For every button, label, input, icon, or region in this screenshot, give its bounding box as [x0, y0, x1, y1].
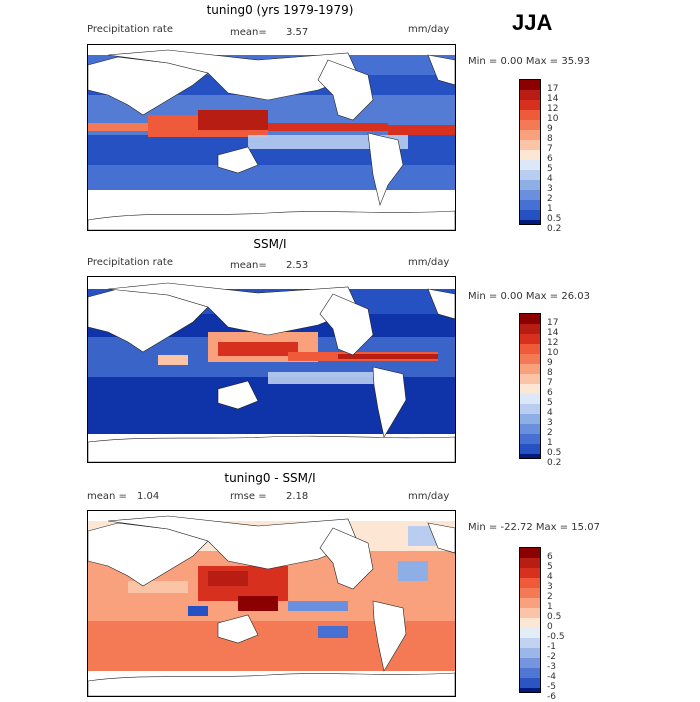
colorbar-tick: 9: [547, 358, 553, 368]
mean-label-model: mean=: [230, 27, 267, 38]
minmax-model: Min = 0.00 Max = 35.93: [468, 56, 590, 67]
colorbar-tick: 2: [547, 428, 553, 438]
colorbar-tick: 2: [547, 592, 553, 602]
colorbar-tick: 6: [547, 388, 553, 398]
mean-value-obs: 2.53: [286, 260, 309, 271]
colorbar-tick: 1: [547, 204, 553, 214]
colorbar-tick: 8: [547, 368, 553, 378]
colorbar-tick: 0.5: [547, 612, 562, 622]
colorbar-tick: 8: [547, 134, 553, 144]
map-model: [87, 44, 456, 231]
colorbar-tick: 6: [547, 154, 553, 164]
colorbar-tick: 17: [547, 318, 559, 328]
colorbar-tick: 17: [547, 84, 559, 94]
colorbar-ticks-model: 17 14 12 10 9 8 7 6 5 4 3 2 1 0.5 0.2: [547, 84, 561, 234]
colorbar-tick: 0: [547, 622, 553, 632]
units-label-model: mm/day: [408, 24, 450, 35]
colorbar-tick: 3: [547, 582, 553, 592]
minmax-obs: Min = 0.00 Max = 26.03: [468, 291, 590, 302]
precip-field-obs: [88, 277, 455, 462]
colorbar-tick: 5: [547, 164, 553, 174]
units-label-diff: mm/day: [408, 491, 450, 502]
colorbar-tick: 1: [547, 602, 553, 612]
colorbar-tick: 4: [547, 408, 553, 418]
colorbar-tick: 3: [547, 418, 553, 428]
colorbar-tick: 0.2: [547, 458, 562, 468]
precip-diff-field: [88, 515, 455, 696]
colorbar-tick: 9: [547, 124, 553, 134]
colorbar-tick: 7: [547, 378, 553, 388]
mean-value-diff: 1.04: [137, 491, 160, 502]
colorbar-tick: 0.2: [547, 224, 562, 234]
colorbar-obs: [519, 313, 541, 459]
colorbar-tick: 12: [547, 104, 559, 114]
colorbar-tick: 12: [547, 338, 559, 348]
colorbar-ticks-obs: 17 14 12 10 9 8 7 6 5 4 3 2 1 0.5 0.2: [547, 318, 561, 468]
colorbar-tick: 5: [547, 562, 553, 572]
mean-value-model: 3.57: [286, 27, 309, 38]
map-obs: [87, 276, 456, 463]
rmse-label-diff: rmse =: [230, 491, 267, 502]
colorbar-tick: 5: [547, 398, 553, 408]
variable-label-model: Precipitation rate: [87, 24, 173, 35]
mean-label-diff: mean =: [87, 491, 127, 502]
colorbar-tick: 4: [547, 174, 553, 184]
colorbar-tick: 0.5: [547, 214, 562, 224]
colorbar-model: [519, 79, 541, 225]
precip-field-model: [88, 49, 455, 230]
units-label-obs: mm/day: [408, 257, 450, 268]
map-diff: [87, 510, 456, 697]
colorbar-tick: -5: [547, 682, 556, 692]
colorbar-tick: -6: [547, 692, 556, 702]
colorbar-tick: 3: [547, 184, 553, 194]
mean-label-obs: mean=: [230, 260, 267, 271]
colorbar-tick: 10: [547, 348, 559, 358]
colorbar-diff: [519, 547, 541, 693]
season-label: JJA: [512, 10, 553, 35]
colorbar-tick: -2: [547, 652, 556, 662]
colorbar-tick: 0.5: [547, 448, 562, 458]
colorbar-tick: 2: [547, 194, 553, 204]
colorbar-tick: 14: [547, 328, 559, 338]
colorbar-tick: 7: [547, 144, 553, 154]
panel-title-diff: tuning0 - SSM/I: [224, 471, 316, 485]
panel-title-obs: SSM/I: [253, 237, 287, 251]
colorbar-ticks-diff: 6 5 4 3 2 1 0.5 0 -0.5 -1 -2 -3 -4 -5 -6: [547, 552, 565, 702]
colorbar-tick: 14: [547, 94, 559, 104]
colorbar-tick: 4: [547, 572, 553, 582]
colorbar-tick: 6: [547, 552, 553, 562]
panel-title-model: tuning0 (yrs 1979-1979): [206, 3, 354, 17]
colorbar-tick: -0.5: [547, 632, 565, 642]
colorbar-tick: 10: [547, 114, 559, 124]
colorbar-tick: -1: [547, 642, 556, 652]
colorbar-tick: -3: [547, 662, 556, 672]
rmse-value-diff: 2.18: [286, 491, 309, 502]
variable-label-obs: Precipitation rate: [87, 257, 173, 268]
minmax-diff: Min = -22.72 Max = 15.07: [468, 522, 600, 533]
colorbar-tick: -4: [547, 672, 556, 682]
colorbar-tick: 1: [547, 438, 553, 448]
